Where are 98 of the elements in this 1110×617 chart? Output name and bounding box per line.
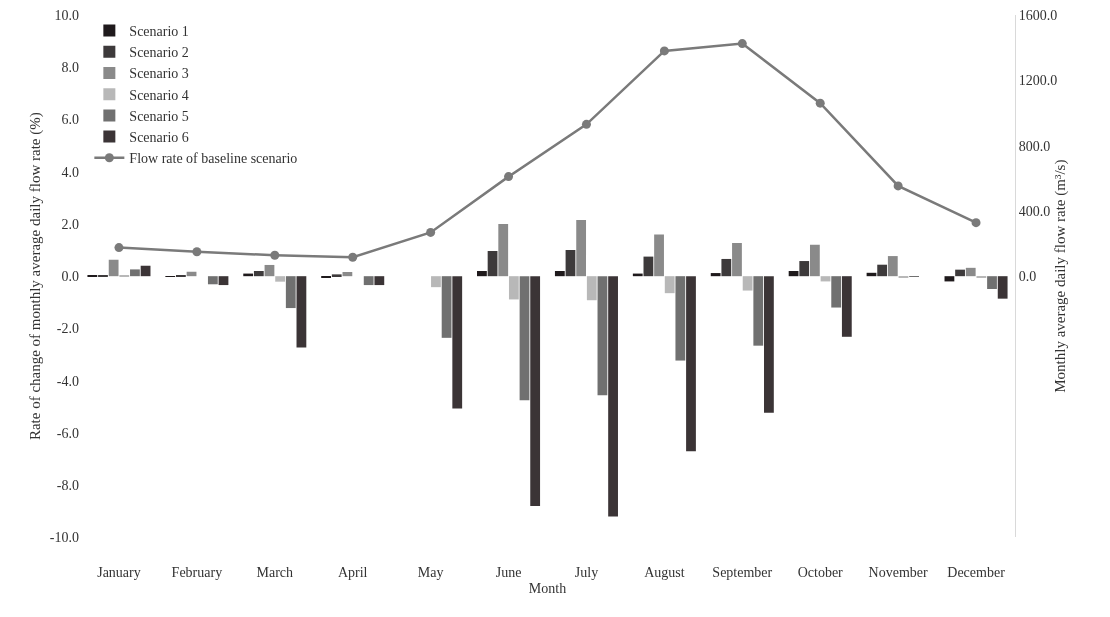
bar — [841, 276, 852, 337]
x-tick-label: April — [337, 565, 368, 580]
bar — [608, 276, 618, 517]
bar — [764, 276, 774, 413]
bar — [342, 272, 353, 277]
y2-tick-label: 1600.0 — [1018, 7, 1058, 23]
point — [270, 250, 280, 260]
x-tick-label: October — [797, 565, 844, 580]
bar — [965, 267, 976, 277]
legend-label: Scenario 3 — [129, 66, 189, 82]
y-tick-label: -8.0 — [56, 478, 79, 494]
bar — [218, 276, 229, 286]
legend-label: Scenario 4 — [129, 87, 189, 103]
y2-axis-title: Monthly average daily flow rate (m³/s) — [1052, 159, 1070, 393]
point — [348, 252, 358, 262]
y-tick-label: -10.0 — [49, 530, 79, 546]
bar — [108, 259, 119, 277]
x-tick-label: June — [495, 565, 522, 580]
bar — [296, 276, 307, 348]
x-tick-label: August — [644, 565, 685, 580]
point — [815, 98, 825, 108]
y2-tick-label: 400.0 — [1018, 203, 1051, 219]
bar — [554, 270, 565, 277]
bar — [264, 264, 275, 277]
bar — [955, 269, 965, 277]
bar — [831, 276, 842, 308]
y-tick-label: 8.0 — [61, 60, 79, 76]
point — [192, 247, 202, 257]
y2-tick-label: 800.0 — [1018, 138, 1051, 154]
bar — [374, 276, 385, 286]
bar — [477, 270, 487, 277]
bar — [487, 251, 498, 277]
x-tick-label: December — [947, 565, 1006, 580]
bar — [519, 276, 530, 401]
y-tick-label: -2.0 — [56, 321, 79, 337]
point — [426, 227, 436, 237]
bar — [799, 261, 810, 277]
bar — [753, 276, 764, 346]
y-tick-label: 0.0 — [61, 269, 79, 285]
x-tick-label: November — [868, 565, 929, 580]
bar — [732, 243, 742, 277]
point — [971, 218, 981, 228]
point — [114, 243, 124, 253]
bar — [207, 276, 218, 285]
y-tick-label: -4.0 — [56, 373, 79, 389]
bar — [809, 244, 820, 277]
legend-label: Scenario 5 — [129, 108, 189, 124]
y-axis-title: Rate of change of monthly average daily flow rate (%) — [27, 112, 44, 441]
bar — [997, 276, 1008, 299]
bar — [721, 258, 732, 277]
bar — [586, 276, 597, 301]
legend-label: Scenario 2 — [129, 45, 189, 61]
x-tick-label: September — [712, 565, 773, 580]
bar — [675, 276, 686, 361]
bar — [441, 276, 452, 338]
bar — [363, 276, 374, 286]
y-tick-label: 2.0 — [61, 216, 79, 232]
y2-tick-label: 0.0 — [1018, 269, 1037, 285]
y-tick-label: 10.0 — [54, 7, 79, 23]
y-tick-label: 6.0 — [61, 112, 79, 128]
y-tick-label: 4.0 — [61, 164, 79, 180]
y-tick-label: -6.0 — [56, 425, 79, 441]
bar — [710, 273, 721, 277]
bar — [431, 276, 441, 288]
y2-tick-label: 1200.0 — [1018, 73, 1058, 89]
point — [581, 119, 591, 129]
bar — [331, 274, 342, 277]
bar — [686, 276, 696, 452]
bar — [887, 256, 898, 277]
point — [504, 172, 514, 182]
legend-label: Flow rate of baseline scenario — [129, 151, 298, 167]
x-tick-label: May — [417, 565, 444, 580]
bar — [877, 264, 888, 277]
bar — [285, 276, 296, 309]
bar — [452, 276, 463, 409]
x-tick-label: February — [171, 565, 223, 580]
bar — [654, 234, 664, 277]
legend-label: Scenario 1 — [129, 24, 189, 40]
bar — [530, 276, 541, 507]
x-axis-title: Month — [528, 581, 567, 597]
bar — [664, 276, 675, 294]
bar — [565, 250, 576, 277]
bar — [275, 276, 286, 282]
point — [737, 39, 747, 49]
x-tick-label: March — [256, 565, 294, 580]
bar — [576, 220, 587, 277]
bar — [130, 269, 140, 277]
legend-label: Scenario 6 — [129, 130, 189, 146]
bar — [498, 223, 509, 277]
x-tick-label: July — [574, 565, 599, 580]
x-tick-label: January — [97, 565, 141, 580]
bar — [987, 276, 997, 289]
bar — [742, 276, 753, 291]
bar — [508, 276, 519, 300]
point — [659, 46, 669, 56]
bar — [597, 276, 608, 396]
point — [893, 181, 903, 191]
bar — [253, 270, 264, 277]
